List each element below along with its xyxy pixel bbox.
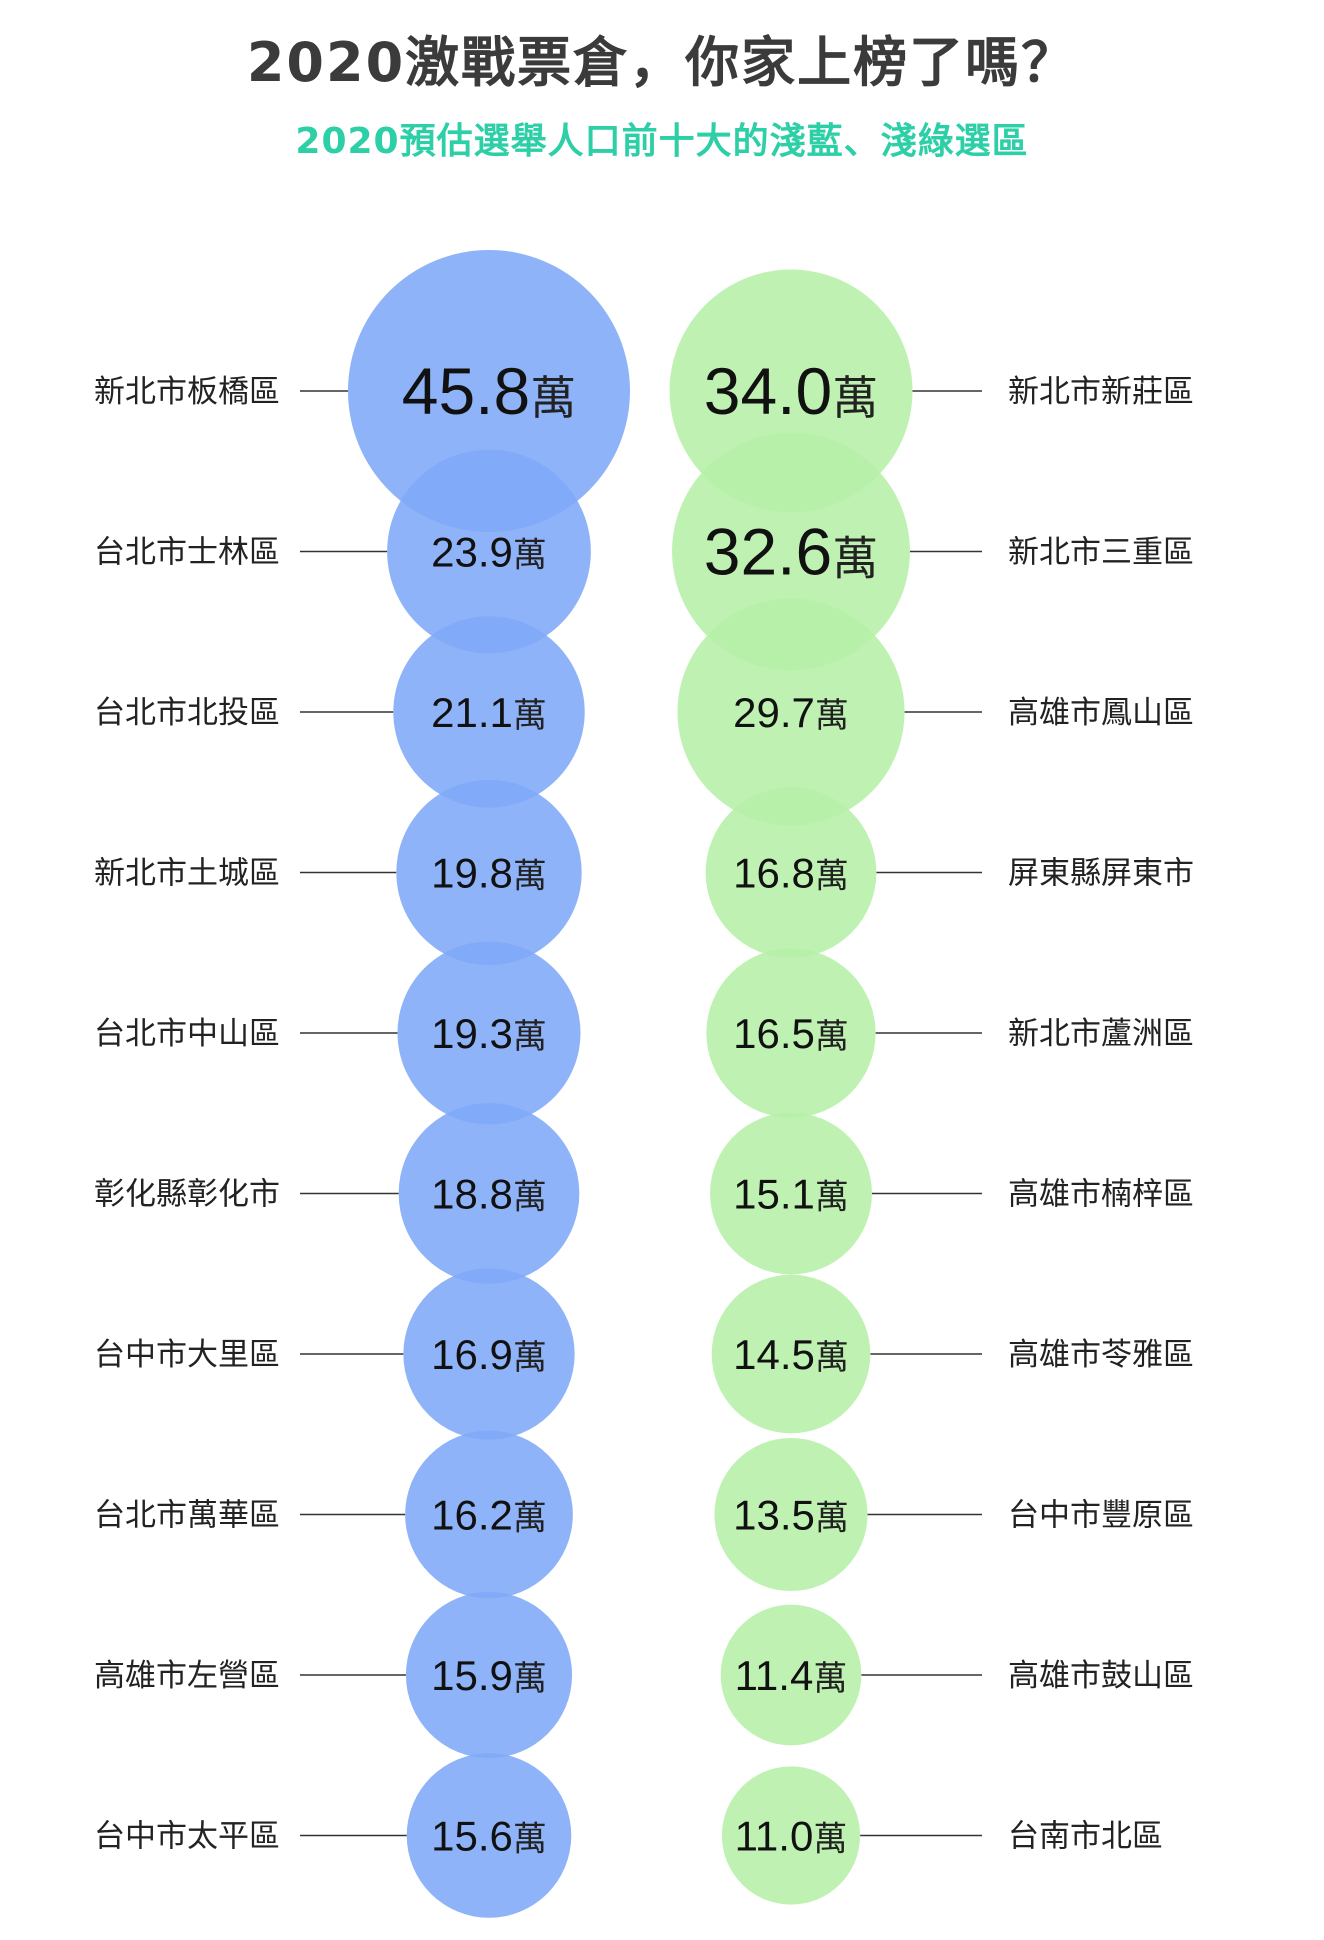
right-district-label-9: 高雄市鼓山區	[1008, 1658, 1194, 1694]
left-value-label-10: 15.6萬	[431, 1813, 547, 1860]
left-district-label-3: 台北市北投區	[94, 695, 280, 731]
bubble-layer	[348, 250, 913, 1918]
chart-subtitle: 2020預估選舉人口前十大的淺藍、淺綠選區	[295, 121, 1029, 162]
right-value-label-10: 11.0萬	[735, 1813, 848, 1860]
left-bubble-8	[405, 1430, 573, 1599]
right-bubble-7	[711, 1274, 871, 1434]
right-bubble-10	[721, 1766, 861, 1905]
right-district-label-8: 台中市豐原區	[1008, 1498, 1194, 1534]
left-district-label-6: 彰化縣彰化市	[94, 1177, 280, 1213]
left-bubble-5	[397, 941, 581, 1125]
left-bubble-6	[398, 1103, 580, 1284]
right-bubble-5	[706, 948, 876, 1118]
chart-title: 2020激戰票倉，你家上榜了嗎？	[246, 31, 1078, 94]
left-district-label-5: 台北市中山區	[94, 1016, 280, 1052]
left-value-label-9: 15.9萬	[431, 1652, 547, 1699]
right-value-label-2: 32.6萬	[704, 515, 878, 589]
right-value-label-4: 16.8萬	[733, 850, 849, 897]
right-value-label-1: 34.0萬	[704, 354, 878, 428]
left-district-label-7: 台中市大里區	[94, 1337, 280, 1373]
left-district-label-4: 新北市土城區	[94, 856, 280, 892]
right-district-label-6: 高雄市楠梓區	[1008, 1177, 1194, 1213]
right-value-label-5: 16.5萬	[733, 1010, 849, 1057]
left-bubble-4	[396, 779, 582, 966]
right-bubble-4	[705, 787, 877, 958]
left-value-label-8: 16.2萬	[431, 1492, 547, 1539]
left-bubble-1	[348, 250, 630, 532]
right-district-label-5: 新北市蘆洲區	[1008, 1016, 1194, 1052]
left-district-label-8: 台北市萬華區	[94, 1498, 280, 1534]
left-value-label-6: 18.8萬	[431, 1171, 547, 1218]
right-value-label-8: 13.5萬	[733, 1492, 849, 1539]
right-district-label-2: 新北市三重區	[1008, 535, 1194, 571]
right-bubble-3	[677, 598, 905, 826]
right-bubble-8	[714, 1437, 868, 1592]
right-bubble-2	[672, 432, 910, 671]
left-bubble-2	[387, 449, 591, 654]
right-value-label-6: 15.1萬	[733, 1171, 849, 1218]
right-district-label-7: 高雄市苓雅區	[1008, 1337, 1194, 1373]
left-value-label-4: 19.8萬	[431, 850, 547, 897]
right-district-label-3: 高雄市鳳山區	[1008, 695, 1194, 731]
left-bubble-9	[405, 1591, 573, 1759]
right-bubble-6	[710, 1112, 872, 1275]
left-value-label-2: 23.9萬	[431, 529, 547, 576]
left-district-label-2: 台北市士林區	[94, 535, 280, 571]
right-value-label-9: 11.4萬	[735, 1652, 848, 1699]
left-value-label-1: 45.8萬	[402, 354, 576, 428]
right-value-label-3: 29.7萬	[733, 689, 849, 736]
left-value-label-5: 19.3萬	[431, 1010, 547, 1057]
left-bubble-10	[406, 1753, 572, 1918]
left-district-label-1: 新北市板橋區	[94, 374, 280, 410]
left-value-label-7: 16.9萬	[431, 1331, 547, 1378]
leader-line-layer	[300, 390, 982, 1837]
right-district-label-1: 新北市新莊區	[1008, 374, 1194, 410]
left-value-label-3: 21.1萬	[431, 689, 547, 736]
right-bubble-9	[720, 1604, 862, 1746]
left-district-label-9: 高雄市左營區	[94, 1658, 280, 1694]
left-district-label-10: 台中市太平區	[94, 1819, 280, 1855]
right-district-label-10: 台南市北區	[1008, 1819, 1163, 1855]
right-value-label-7: 14.5萬	[733, 1331, 849, 1378]
right-district-label-4: 屏東縣屏東市	[1008, 856, 1194, 892]
left-bubble-7	[403, 1268, 575, 1440]
left-bubble-3	[393, 616, 585, 808]
